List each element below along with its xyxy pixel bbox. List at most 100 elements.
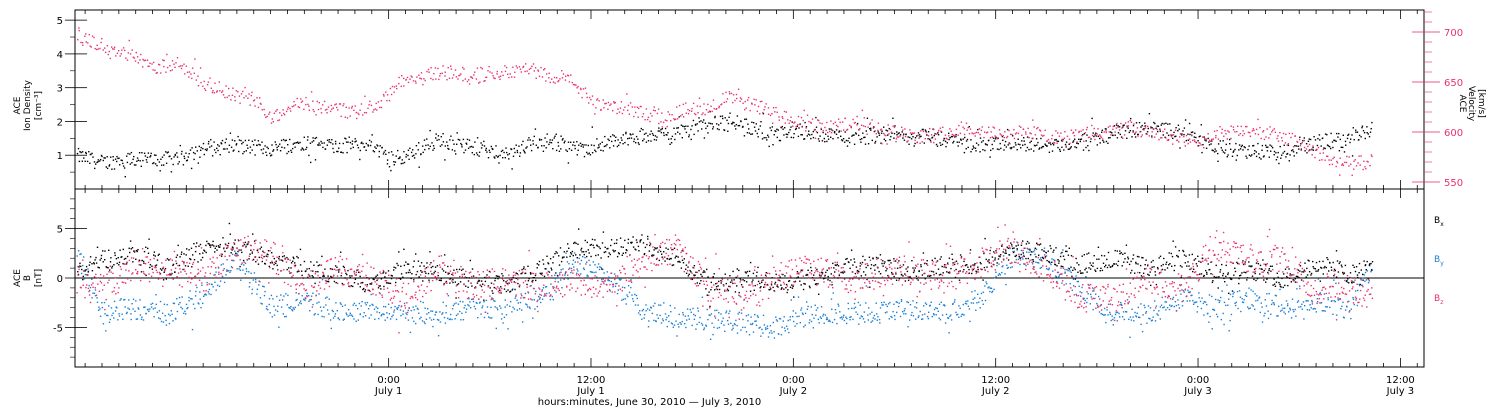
by-point	[549, 292, 550, 293]
bx-point	[95, 257, 96, 258]
by-point	[776, 319, 777, 320]
density-point	[1059, 149, 1060, 150]
density-point	[570, 142, 571, 143]
velocity-point	[1256, 129, 1257, 130]
bx-point	[316, 261, 317, 262]
density-point	[807, 135, 808, 136]
velocity-point	[1003, 135, 1004, 136]
bx-point	[538, 264, 539, 265]
by-point	[1243, 299, 1244, 300]
density-point	[169, 156, 170, 157]
density-point	[705, 123, 706, 124]
velocity-point	[1262, 131, 1263, 132]
by-point	[775, 317, 776, 318]
velocity-point	[563, 73, 564, 74]
bx-point	[365, 289, 366, 290]
bx-point	[143, 263, 144, 264]
density-point	[394, 164, 395, 165]
density-point	[114, 168, 115, 169]
density-point	[399, 158, 400, 159]
by-point	[1292, 299, 1293, 300]
by-point	[1369, 280, 1370, 281]
density-point	[377, 145, 378, 146]
velocity-point	[385, 91, 386, 92]
bx-point	[148, 253, 149, 254]
velocity-point	[114, 47, 115, 48]
velocity-point	[269, 112, 270, 113]
velocity-point	[512, 67, 513, 68]
density-point	[1118, 132, 1119, 133]
density-point	[1256, 156, 1257, 157]
bx-point	[414, 261, 415, 262]
density-point	[810, 138, 811, 139]
density-point	[533, 143, 534, 144]
velocity-point	[79, 30, 80, 31]
velocity-point	[250, 104, 251, 105]
by-point	[1206, 304, 1207, 305]
density-point	[1161, 124, 1162, 125]
density-point	[220, 154, 221, 155]
density-point	[360, 150, 361, 151]
density-point	[707, 125, 708, 126]
bx-point	[319, 277, 320, 278]
by-point	[762, 332, 763, 333]
bx-point	[271, 252, 272, 253]
density-point	[478, 155, 479, 156]
by-point	[678, 326, 679, 327]
velocity-point	[331, 109, 332, 110]
by-point	[1148, 305, 1149, 306]
bx-point	[210, 244, 211, 245]
density-point	[494, 157, 495, 158]
velocity-point	[598, 100, 599, 101]
by-point	[99, 308, 100, 309]
by-point	[1062, 249, 1063, 250]
bx-point	[293, 258, 294, 259]
by-point	[573, 266, 574, 267]
velocity-point	[115, 55, 116, 56]
by-point	[1095, 294, 1096, 295]
bx-point	[79, 263, 80, 264]
velocity-point	[510, 73, 511, 74]
density-point	[598, 144, 599, 145]
velocity-point	[1203, 147, 1204, 148]
density-point	[507, 154, 508, 155]
density-point	[518, 146, 519, 147]
bx-point	[347, 270, 348, 271]
density-point	[1157, 125, 1158, 126]
velocity-point	[754, 104, 755, 105]
by-point	[995, 276, 996, 277]
velocity-point	[647, 119, 648, 120]
by-point	[447, 318, 448, 319]
density-point	[546, 141, 547, 142]
bx-point	[411, 273, 412, 274]
density-point	[1230, 149, 1231, 150]
by-point	[121, 314, 122, 315]
velocity-point	[514, 77, 515, 78]
by-point	[608, 277, 609, 278]
by-point	[1350, 318, 1351, 319]
by-point	[118, 313, 119, 314]
velocity-point	[236, 90, 237, 91]
velocity-point	[1019, 126, 1020, 127]
density-point	[1313, 136, 1314, 137]
by-point	[327, 309, 328, 310]
density-point	[1221, 147, 1222, 148]
density-point	[1344, 151, 1345, 152]
by-point	[353, 304, 354, 305]
by-point	[988, 286, 989, 287]
density-point	[1072, 142, 1073, 143]
velocity-point	[232, 95, 233, 96]
density-point	[631, 137, 632, 138]
velocity-point	[514, 72, 515, 73]
velocity-point	[194, 73, 195, 74]
bx-point	[453, 270, 454, 271]
by-point	[98, 307, 99, 308]
density-point	[264, 145, 265, 146]
by-point	[952, 303, 953, 304]
by-point	[889, 318, 890, 319]
by-point	[427, 308, 428, 309]
by-point	[1113, 324, 1114, 325]
bx-point	[469, 277, 470, 278]
density-point	[118, 158, 119, 159]
by-point	[580, 273, 581, 274]
